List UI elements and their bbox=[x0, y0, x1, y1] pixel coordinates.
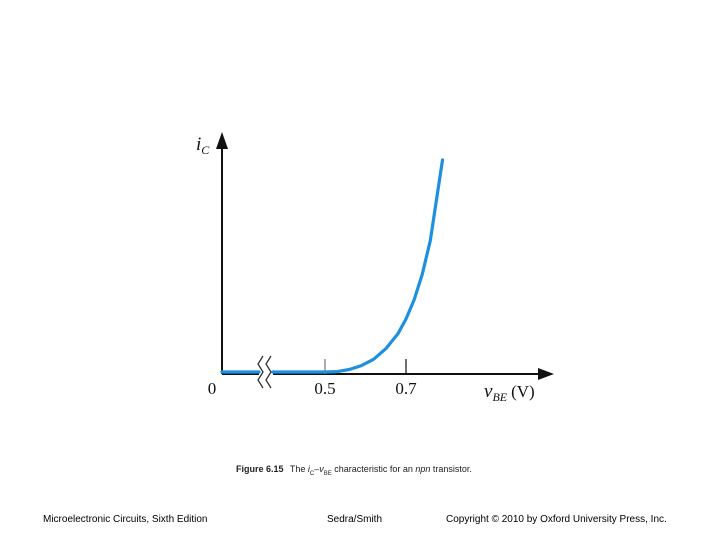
caption-dash: – bbox=[314, 464, 320, 474]
caption-v-sub: BE bbox=[323, 470, 332, 477]
x-axis-label: vBE (V) bbox=[484, 381, 535, 404]
figure-caption: Figure 6.15 The iC–vBE characteristic fo… bbox=[236, 464, 536, 477]
axis-break-mark bbox=[257, 355, 273, 389]
footer-authors: Sedra/Smith bbox=[327, 514, 383, 525]
caption-npn: npn bbox=[415, 464, 431, 474]
x-tick-label-2: 0.7 bbox=[395, 379, 417, 398]
footer-book-title: Microelectronic Circuits, Sixth Edition bbox=[43, 514, 208, 525]
x-axis-arrowhead bbox=[538, 368, 554, 380]
caption-i-sub: C bbox=[309, 470, 315, 477]
x-tick-label-1: 0.5 bbox=[314, 379, 335, 398]
axis-break-stroke-right bbox=[265, 355, 272, 389]
ic-vbe-curve bbox=[220, 158, 445, 374]
caption-v-var: v bbox=[319, 464, 324, 474]
x-tick-label-0: 0 bbox=[208, 379, 217, 398]
x-tick-labels: 0 0.5 0.7 bbox=[208, 379, 417, 398]
caption-text-mid: characteristic for an bbox=[334, 464, 413, 474]
figure-label: Figure 6.15 bbox=[236, 464, 284, 474]
y-axis-label: iC bbox=[196, 134, 210, 157]
caption-i-var: i bbox=[307, 464, 310, 474]
axis-break-stroke-left bbox=[257, 355, 264, 389]
caption-text-end: transistor. bbox=[432, 464, 472, 474]
caption-text-before: The bbox=[289, 464, 306, 474]
footer-copyright: Copyright © 2010 by Oxford University Pr… bbox=[446, 514, 667, 525]
y-axis-arrowhead bbox=[216, 132, 228, 149]
